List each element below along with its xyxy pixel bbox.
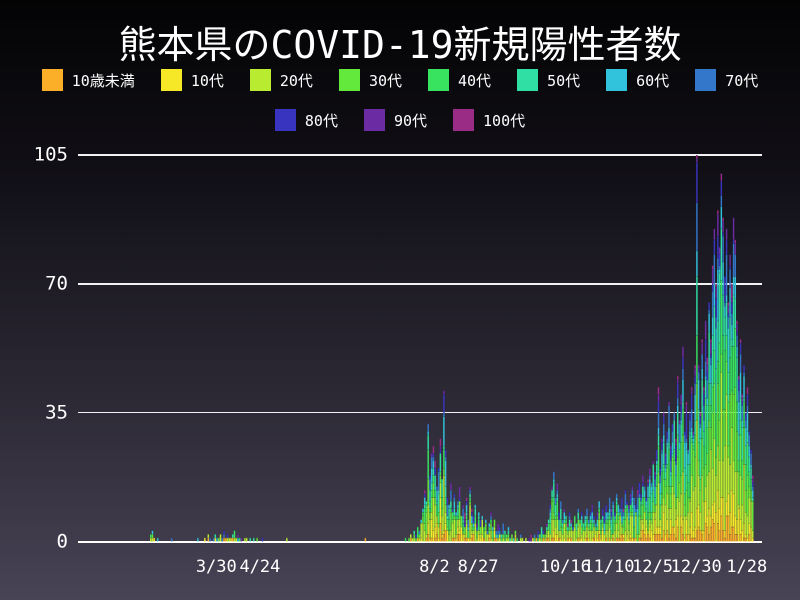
gridline-70 xyxy=(78,283,762,285)
gridline-105 xyxy=(78,154,762,156)
x-axis-line xyxy=(78,540,762,543)
legend-row-1: 10歳未満 10代 20代 30代 40代 50代 60代 70代 xyxy=(0,66,800,94)
legend-item-80代: 80代 xyxy=(274,109,338,131)
legend-label: 60代 xyxy=(636,71,670,90)
x-axis-label-1-28: 1/28 xyxy=(726,557,768,577)
legend-item-90代: 90代 xyxy=(363,109,428,131)
legend-label: 10代 xyxy=(190,71,224,90)
legend-label: 90代 xyxy=(393,111,428,130)
legend-label: 40代 xyxy=(458,71,492,90)
legend-swatch xyxy=(453,109,475,131)
y-axis-label-0: 0 xyxy=(56,530,68,552)
chart-title: 熊本県のCOVID-19新規陽性者数 xyxy=(118,23,682,67)
legend-item-20代: 20代 xyxy=(249,69,313,91)
legend-swatch xyxy=(249,69,271,91)
legend-item-40代: 40代 xyxy=(428,69,491,91)
legend-item-60代: 60代 xyxy=(606,69,669,91)
legend-item-30代: 30代 xyxy=(338,69,402,91)
legend-row-2: 80代 90代 100代 xyxy=(0,106,800,134)
legend-swatch xyxy=(274,109,296,131)
legend-swatch xyxy=(363,109,385,131)
legend-item-70代: 70代 xyxy=(695,69,758,91)
legend-label: 80代 xyxy=(304,111,338,130)
legend-swatch xyxy=(338,69,360,91)
legend-swatch xyxy=(160,69,182,91)
legend-label: 20代 xyxy=(279,71,313,90)
legend-item-50代: 50代 xyxy=(517,69,580,91)
x-axis-label-4-24: 4/24 xyxy=(239,557,281,577)
legend-label: 10歳未満 xyxy=(71,71,135,90)
legend-swatch xyxy=(428,69,449,91)
legend-label: 30代 xyxy=(368,71,402,90)
y-axis-label-105: 105 xyxy=(33,143,68,166)
legend-item-10代: 10代 xyxy=(160,69,224,91)
legend-swatch xyxy=(517,69,539,91)
legend-item-100代: 100代 xyxy=(453,109,525,131)
legend-label: 50代 xyxy=(547,71,581,90)
gridline-35 xyxy=(78,411,762,414)
legend-swatch xyxy=(695,69,717,91)
x-axis-label-8-27: 8/27 xyxy=(457,557,499,577)
y-axis-label-35: 35 xyxy=(45,401,68,424)
legend-swatch xyxy=(606,69,628,91)
legend: 10歳未満 10代 20代 30代 40代 50代 60代 70代 80代 90代 100代 xyxy=(0,66,800,146)
legend-label: 100代 xyxy=(483,111,526,130)
y-axis-label-70: 70 xyxy=(45,272,68,295)
legend-item-10歳未満: 10歳未満 xyxy=(41,69,135,91)
legend-label: 70代 xyxy=(725,71,759,90)
legend-swatch xyxy=(41,69,63,91)
